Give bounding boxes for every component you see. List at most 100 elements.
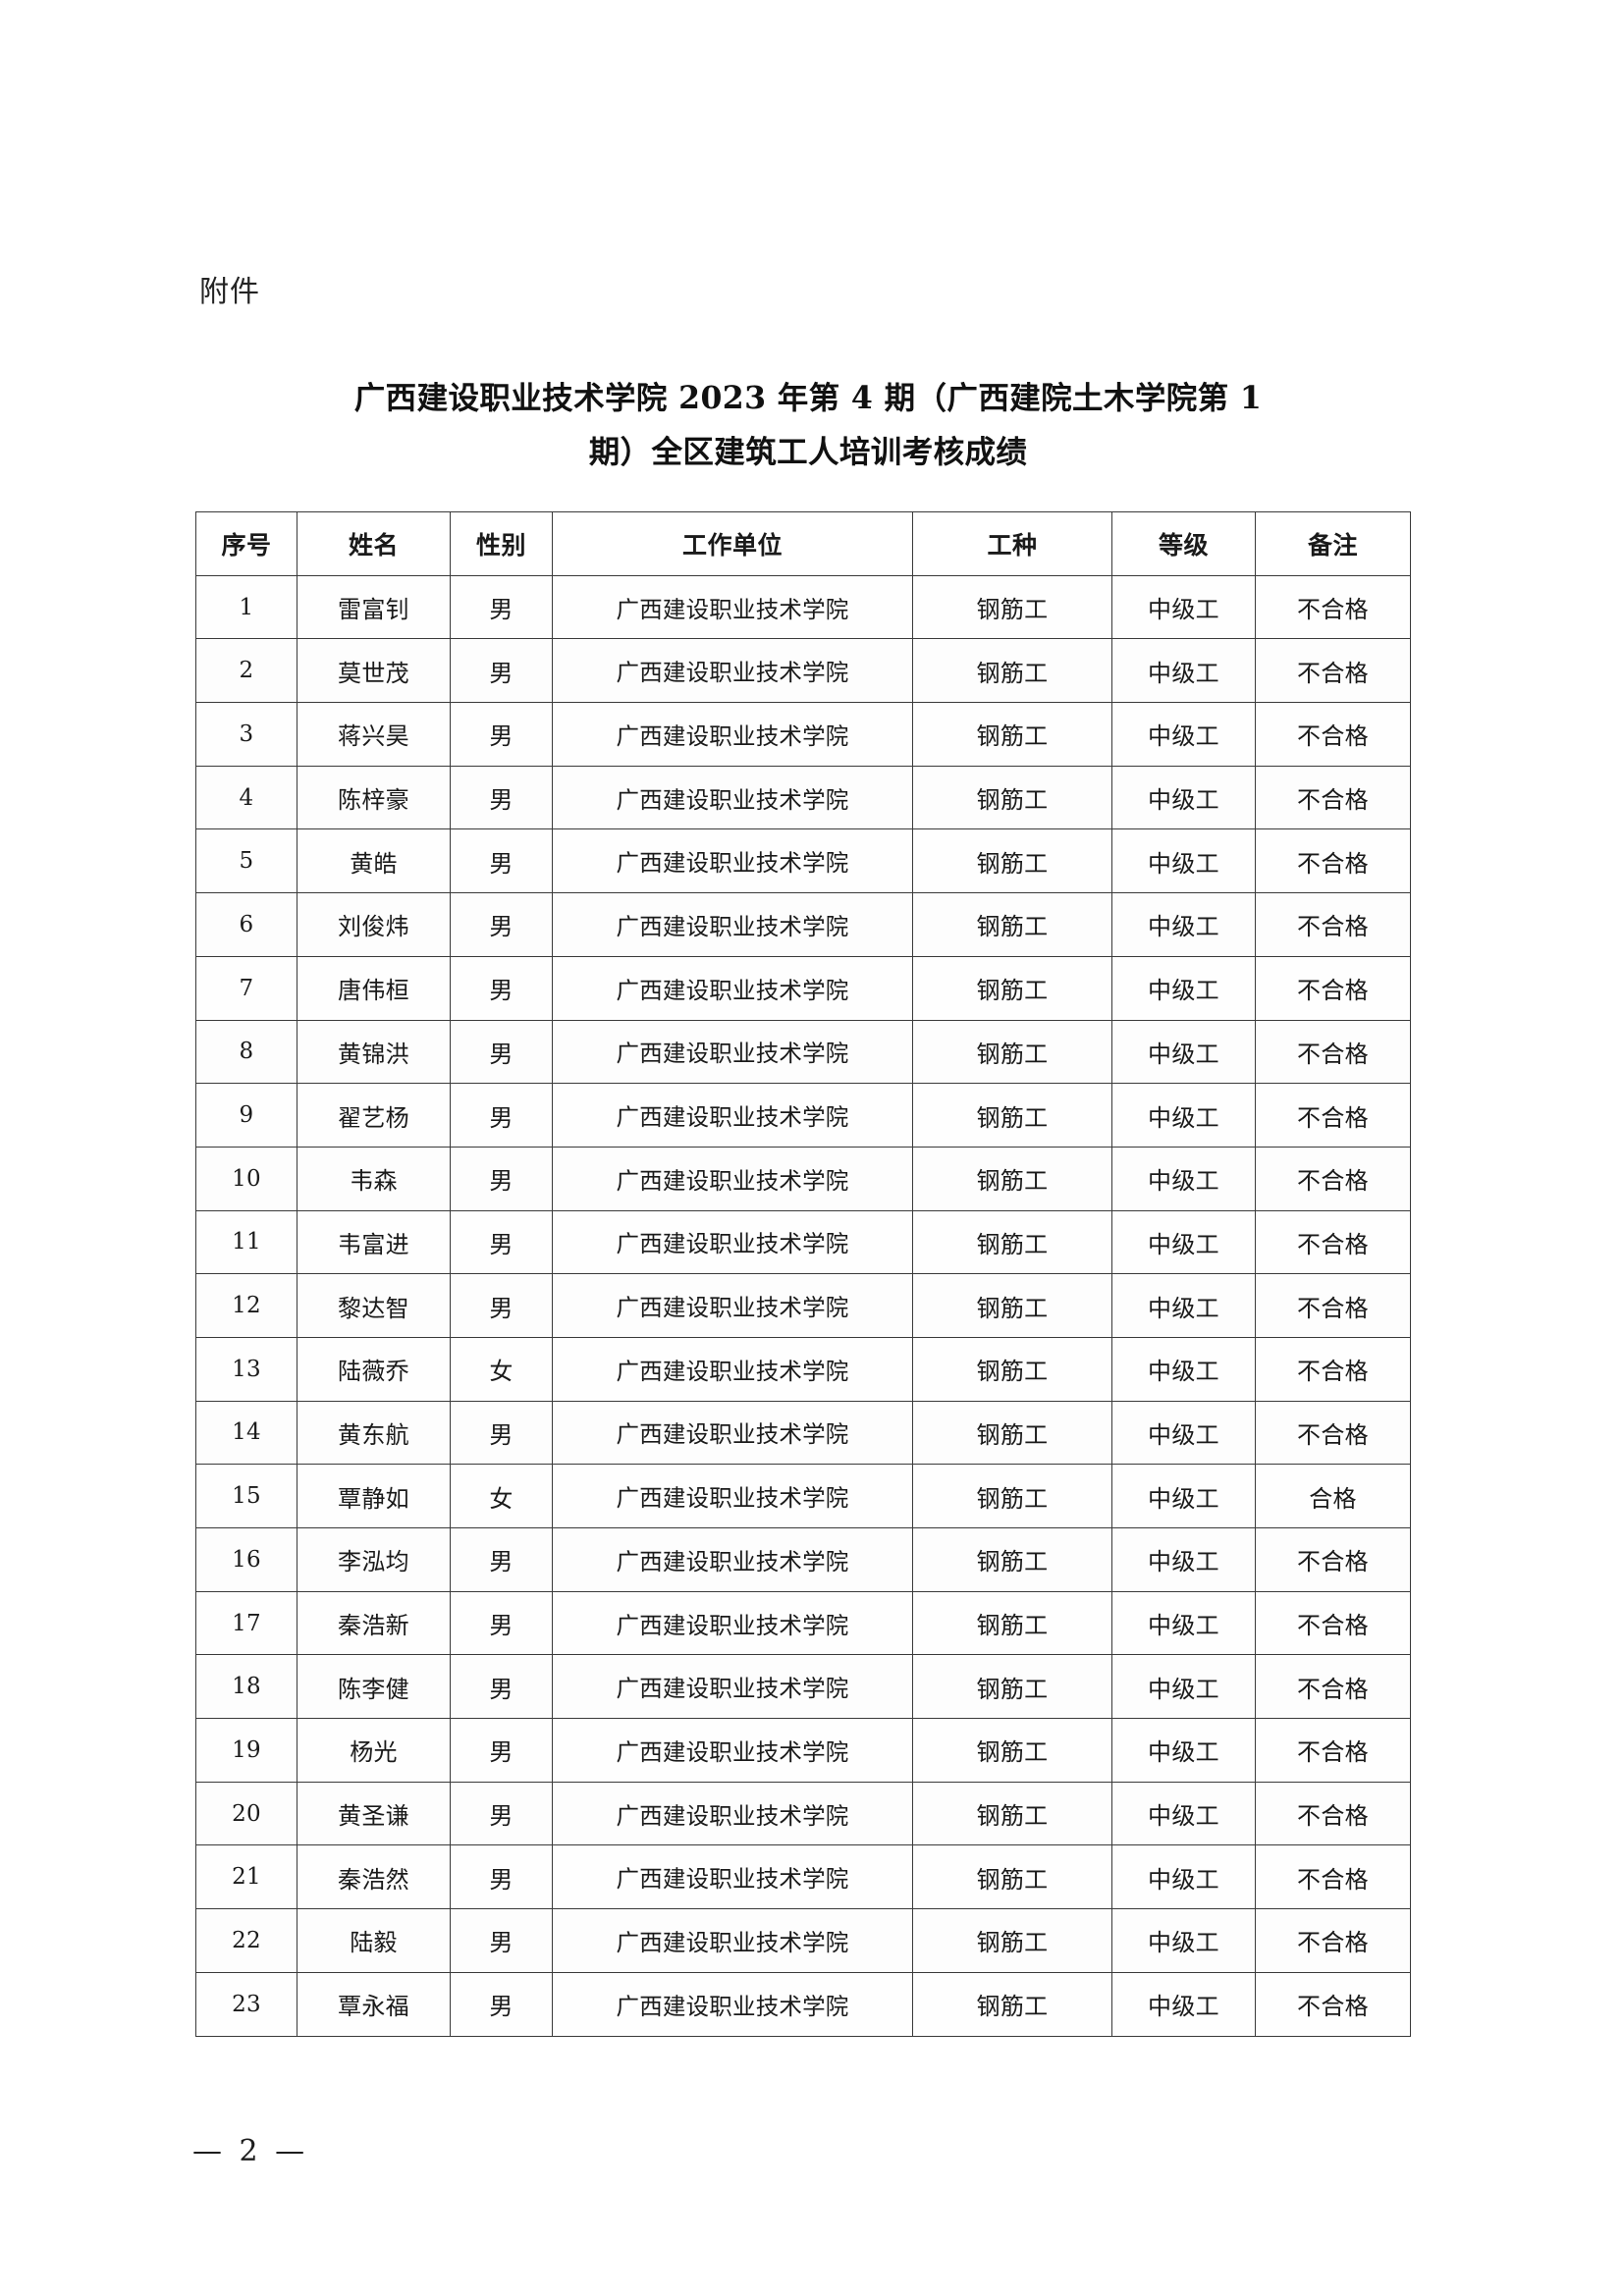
cell-unit: 广西建设职业技术学院 xyxy=(552,1083,913,1148)
cell-job-type: 钢筋工 xyxy=(912,1464,1112,1528)
table-row: 20 黄圣谦男广西建设职业技术学院 钢筋工 中级工 不合格 xyxy=(195,1781,1411,1846)
cell-gender: 男 xyxy=(450,1146,553,1211)
cell-name: 蒋兴昊 xyxy=(297,702,451,767)
column-header-remark: 备注 xyxy=(1255,511,1411,576)
cell-gender: 男 xyxy=(450,892,553,957)
cell-level: 中级工 xyxy=(1111,1209,1256,1275)
attachment-label: 附件 xyxy=(199,275,260,309)
cell-unit: 广西建设职业技术学院 xyxy=(552,574,913,640)
column-header-seq: 序号 xyxy=(195,511,297,576)
cell-name: 陈李健 xyxy=(297,1654,451,1720)
cell-remark: 不合格 xyxy=(1255,828,1411,894)
cell-gender: 男 xyxy=(450,1971,553,2037)
cell-level: 中级工 xyxy=(1111,765,1256,830)
cell-remark: 不合格 xyxy=(1255,1400,1411,1466)
table-row: 5 黄皓男广西建设职业技术学院 钢筋工 中级工 不合格 xyxy=(195,828,1411,894)
cell-unit: 广西建设职业技术学院 xyxy=(552,1146,913,1211)
cell-level: 中级工 xyxy=(1111,1781,1256,1846)
cell-gender: 男 xyxy=(450,574,553,640)
cell-job-type: 钢筋工 xyxy=(912,892,1112,957)
exam-results-table: 序号 姓名 性别 工作单位 工种 等级 备注 1 雷富钊男广西建设职业技术学院 钢筋… xyxy=(195,511,1411,2037)
table-header-row: 序号 姓名 性别 工作单位 工种 等级 备注 xyxy=(195,511,1411,576)
cell-level: 中级工 xyxy=(1111,638,1256,704)
cell-level: 中级工 xyxy=(1111,1527,1256,1592)
column-header-name: 姓名 xyxy=(297,511,451,576)
cell-remark: 不合格 xyxy=(1255,1844,1411,1910)
cell-job-type: 钢筋工 xyxy=(912,1590,1112,1656)
cell-name: 刘俊炜 xyxy=(297,892,451,957)
cell-gender: 男 xyxy=(450,1718,553,1783)
cell-job-type: 钢筋工 xyxy=(912,574,1112,640)
page-title-line-2: 期）全区建筑工人培训考核成绩 xyxy=(588,434,1028,470)
table-row: 19 杨光男广西建设职业技术学院 钢筋工 中级工 不合格 xyxy=(195,1718,1411,1783)
cell-seq: 7 xyxy=(195,955,297,1021)
table-row: 9 翟艺杨男广西建设职业技术学院 钢筋工 中级工 不合格 xyxy=(195,1083,1411,1148)
cell-name: 黄东航 xyxy=(297,1400,451,1466)
cell-job-type: 钢筋工 xyxy=(912,1400,1112,1466)
cell-unit: 广西建设职业技术学院 xyxy=(552,1971,913,2037)
cell-level: 中级工 xyxy=(1111,702,1256,767)
cell-name: 陈梓豪 xyxy=(297,765,451,830)
cell-name: 杨光 xyxy=(297,1718,451,1783)
cell-gender: 男 xyxy=(450,1527,553,1592)
cell-name: 陆毅 xyxy=(297,1908,451,1973)
cell-unit: 广西建设职业技术学院 xyxy=(552,1844,913,1910)
cell-gender: 男 xyxy=(450,1400,553,1466)
cell-seq: 20 xyxy=(195,1781,297,1846)
table-row: 10 韦森男广西建设职业技术学院 钢筋工 中级工 不合格 xyxy=(195,1146,1411,1211)
cell-level: 中级工 xyxy=(1111,1844,1256,1910)
cell-gender: 男 xyxy=(450,1019,553,1085)
cell-seq: 6 xyxy=(195,892,297,957)
cell-unit: 广西建设职业技术学院 xyxy=(552,638,913,704)
cell-remark: 不合格 xyxy=(1255,1908,1411,1973)
cell-gender: 男 xyxy=(450,828,553,894)
page-footer: — 2 — xyxy=(192,2134,309,2168)
cell-seq: 16 xyxy=(195,1527,297,1592)
cell-job-type: 钢筋工 xyxy=(912,1654,1112,1720)
cell-gender: 男 xyxy=(450,1273,553,1338)
cell-job-type: 钢筋工 xyxy=(912,1971,1112,2037)
cell-seq: 10 xyxy=(195,1146,297,1211)
cell-name: 黎达智 xyxy=(297,1273,451,1338)
cell-unit: 广西建设职业技术学院 xyxy=(552,1464,913,1528)
cell-seq: 17 xyxy=(195,1590,297,1656)
table-row: 6 刘俊炜男广西建设职业技术学院 钢筋工 中级工 不合格 xyxy=(195,892,1411,957)
cell-job-type: 钢筋工 xyxy=(912,1083,1112,1148)
cell-unit: 广西建设职业技术学院 xyxy=(552,1273,913,1338)
cell-unit: 广西建设职业技术学院 xyxy=(552,1527,913,1592)
cell-name: 莫世茂 xyxy=(297,638,451,704)
cell-job-type: 钢筋工 xyxy=(912,1273,1112,1338)
cell-level: 中级工 xyxy=(1111,892,1256,957)
table-row: 3 蒋兴昊男广西建设职业技术学院 钢筋工 中级工 不合格 xyxy=(195,702,1411,767)
cell-seq: 19 xyxy=(195,1718,297,1783)
cell-remark: 不合格 xyxy=(1255,1019,1411,1085)
cell-remark: 不合格 xyxy=(1255,1781,1411,1846)
cell-remark: 不合格 xyxy=(1255,765,1411,830)
cell-name: 覃永福 xyxy=(297,1971,451,2037)
cell-unit: 广西建设职业技术学院 xyxy=(552,1590,913,1656)
cell-remark: 不合格 xyxy=(1255,1527,1411,1592)
cell-level: 中级工 xyxy=(1111,1464,1256,1528)
cell-unit: 广西建设职业技术学院 xyxy=(552,1336,913,1402)
cell-name: 黄皓 xyxy=(297,828,451,894)
cell-name: 韦富进 xyxy=(297,1209,451,1275)
cell-job-type: 钢筋工 xyxy=(912,955,1112,1021)
cell-job-type: 钢筋工 xyxy=(912,1527,1112,1592)
cell-job-type: 钢筋工 xyxy=(912,1336,1112,1402)
cell-name: 覃静如 xyxy=(297,1464,451,1528)
cell-unit: 广西建设职业技术学院 xyxy=(552,702,913,767)
table-row: 8 黄锦洪男广西建设职业技术学院 钢筋工 中级工 不合格 xyxy=(195,1019,1411,1085)
table-row: 15 覃静如女广西建设职业技术学院 钢筋工 中级工 合格 xyxy=(195,1464,1411,1528)
column-header-unit: 工作单位 xyxy=(552,511,913,576)
cell-seq: 8 xyxy=(195,1019,297,1085)
cell-seq: 2 xyxy=(195,638,297,704)
cell-unit: 广西建设职业技术学院 xyxy=(552,1908,913,1973)
cell-job-type: 钢筋工 xyxy=(912,1718,1112,1783)
cell-unit: 广西建设职业技术学院 xyxy=(552,1400,913,1466)
cell-remark: 不合格 xyxy=(1255,1971,1411,2037)
cell-job-type: 钢筋工 xyxy=(912,765,1112,830)
cell-gender: 男 xyxy=(450,1844,553,1910)
cell-remark: 不合格 xyxy=(1255,1336,1411,1402)
cell-level: 中级工 xyxy=(1111,1273,1256,1338)
